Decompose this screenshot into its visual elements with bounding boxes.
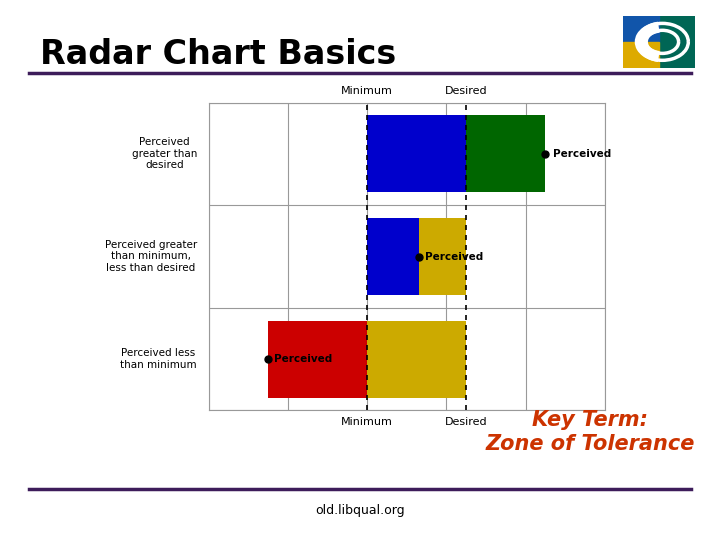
Text: Perceived
greater than
desired: Perceived greater than desired (132, 137, 197, 171)
Text: old.libqual.org: old.libqual.org (315, 504, 405, 517)
Text: Radar Chart Basics: Radar Chart Basics (40, 37, 396, 71)
Bar (419, 218, 467, 295)
Text: Perceived: Perceived (425, 252, 483, 261)
Text: Perceived: Perceived (554, 149, 611, 159)
Bar (467, 116, 546, 192)
Text: Desired: Desired (445, 416, 487, 427)
Text: Desired: Desired (445, 86, 487, 97)
Text: Perceived: Perceived (274, 354, 333, 364)
Bar (623, 42, 659, 68)
Text: Perceived greater
than minimum,
less than desired: Perceived greater than minimum, less tha… (104, 240, 197, 273)
Bar (367, 116, 467, 192)
Bar (268, 321, 367, 397)
Bar (367, 321, 467, 397)
Text: Perceived less
than minimum: Perceived less than minimum (120, 348, 197, 370)
Bar (623, 16, 659, 42)
Text: Key Term:
Zone of Tolerance: Key Term: Zone of Tolerance (486, 410, 695, 454)
Text: Minimum: Minimum (341, 86, 393, 97)
Bar (367, 218, 419, 295)
Text: Minimum: Minimum (341, 416, 393, 427)
